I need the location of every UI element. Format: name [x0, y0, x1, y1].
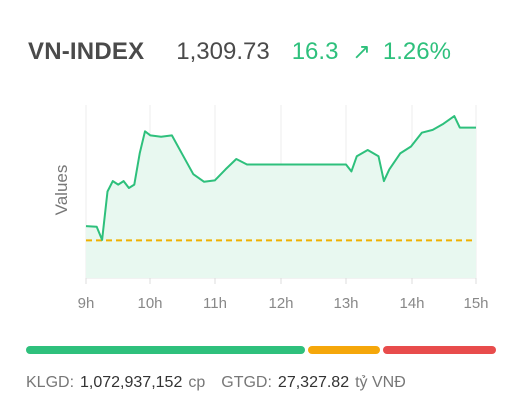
market-stats: KLGD: 1,072,937,152 cp GTGD: 27,327.82 t… [26, 374, 406, 392]
unchanged-bar [308, 346, 381, 354]
index-header: VN-INDEX 1,309.73 16.3 ↗ 1.26% [28, 38, 451, 72]
index-value: 1,309.73 [176, 38, 270, 65]
x-tick-label: 12h [268, 295, 293, 312]
intraday-chart: Values 9h 10h 11h 12h 13h 14h 15h [52, 105, 489, 312]
value-unit: tỷ VNĐ [355, 374, 406, 391]
x-tick-label: 9h [78, 295, 95, 312]
x-tick-label: 13h [333, 295, 358, 312]
index-change: 16.3 [291, 38, 339, 65]
volume-value: 1,072,937,152 [80, 374, 183, 391]
arrow-up-right-icon: ↗ [352, 39, 371, 64]
x-tick-label: 15h [463, 295, 488, 312]
decliners-bar [383, 346, 496, 354]
x-tick-label: 11h [203, 295, 227, 312]
trade-value: 27,327.82 [277, 374, 350, 391]
value-label: GTGD: [221, 374, 272, 391]
y-axis-label: Values [52, 165, 71, 216]
x-tick-label: 10h [137, 295, 162, 312]
volume-label: KLGD: [26, 374, 75, 391]
index-name: VN-INDEX [28, 38, 145, 65]
x-tick-label: 14h [399, 295, 424, 312]
price-line [85, 115, 476, 241]
x-axis-ticks: 9h 10h 11h 12h 13h 14h 15h [78, 278, 489, 312]
advancers-bar [26, 346, 305, 354]
index-change-percent: 1.26% [382, 38, 451, 65]
volume-unit: cp [188, 374, 206, 391]
